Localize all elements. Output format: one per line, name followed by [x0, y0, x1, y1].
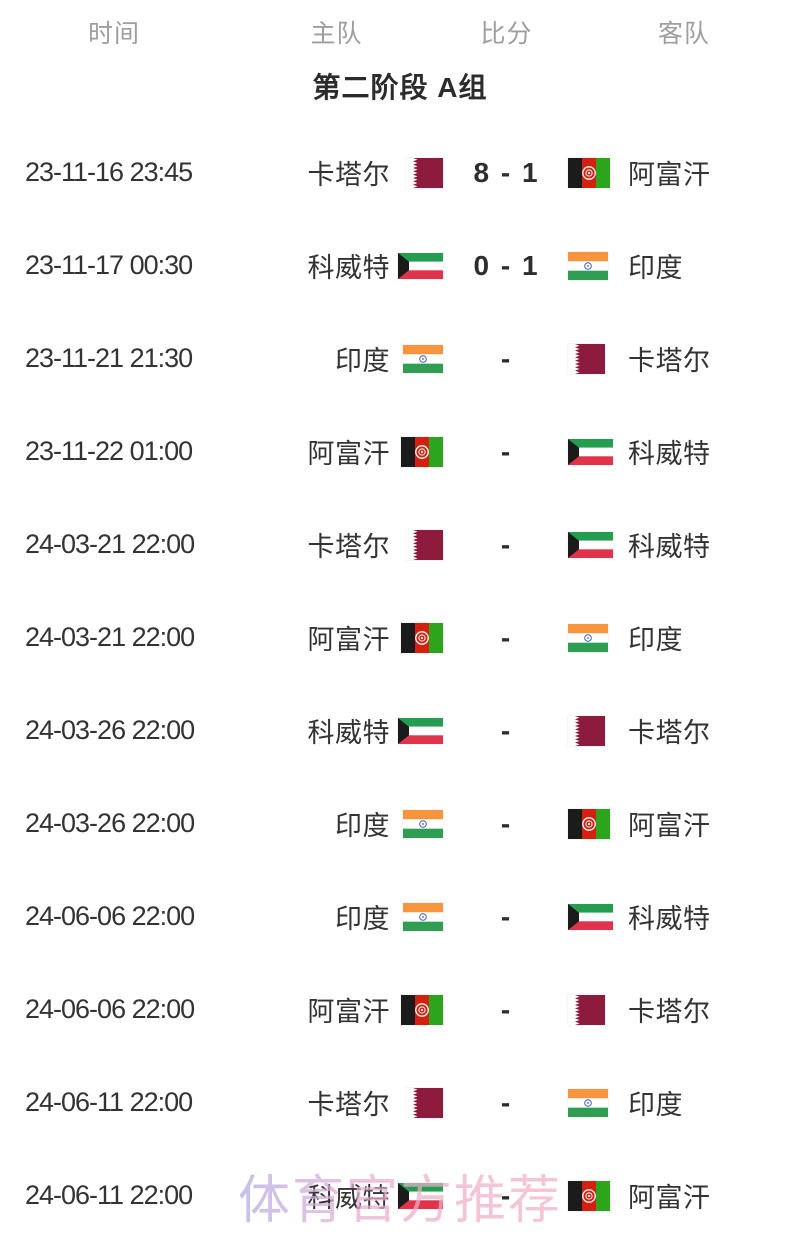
stage-group-title: 第二阶段 A组: [312, 72, 488, 103]
match-row[interactable]: 23-11-17 00:30 科威特 0 - 1 印度: [0, 219, 800, 312]
away-team-name: 科威特: [628, 439, 711, 469]
match-time: 24-06-06 22:00: [25, 901, 195, 931]
home-team-name: 科威特: [307, 1183, 390, 1213]
kuwait-flag-icon: [398, 252, 443, 279]
away-team-name: 阿富汗: [628, 160, 711, 190]
away-team-name: 科威特: [628, 532, 711, 562]
home-team-name: 卡塔尔: [307, 160, 390, 190]
match-row[interactable]: 24-03-21 22:00 卡塔尔 - 科威特: [0, 498, 800, 591]
afghanistan-flag-icon: [568, 1180, 610, 1211]
match-row[interactable]: 24-03-26 22:00 科威特 - 卡塔尔: [0, 684, 800, 777]
table-header: 时间 主队 比分 客队: [0, 0, 800, 58]
match-score: -: [500, 621, 513, 653]
match-list: 23-11-16 23:45 卡塔尔 8 - 1 阿富汗 23-11-17 00…: [0, 114, 800, 1242]
home-team-name: 印度: [335, 346, 390, 376]
home-team-name: 卡塔尔: [307, 1090, 390, 1120]
home-team-name: 卡塔尔: [307, 532, 390, 562]
match-score: -: [500, 435, 513, 467]
india-flag-icon: [403, 809, 443, 838]
match-score: -: [500, 528, 513, 560]
home-team-name: 阿富汗: [307, 439, 390, 469]
away-team-name: 科威特: [628, 904, 711, 934]
away-team-name: 阿富汗: [628, 811, 711, 841]
kuwait-flag-icon: [398, 717, 443, 744]
away-team-name: 卡塔尔: [628, 997, 711, 1027]
column-header-score: 比分: [480, 20, 533, 48]
column-header-home: 主队: [310, 20, 363, 48]
match-row[interactable]: 23-11-21 21:30 印度 - 卡塔尔: [0, 312, 800, 405]
match-score: -: [500, 1086, 513, 1118]
afghanistan-flag-icon: [568, 157, 610, 188]
match-time: 24-03-21 22:00: [25, 622, 195, 652]
qatar-flag-icon: [568, 715, 605, 746]
home-team-name: 阿富汗: [307, 625, 390, 655]
away-team-name: 卡塔尔: [628, 346, 711, 376]
match-time: 24-03-26 22:00: [25, 808, 195, 838]
afghanistan-flag-icon: [401, 436, 443, 467]
match-row[interactable]: 24-06-11 22:00 科威特 - 阿富汗: [0, 1149, 800, 1242]
qatar-flag-icon: [406, 529, 443, 560]
match-time: 23-11-17 00:30: [25, 250, 193, 280]
india-flag-icon: [568, 623, 608, 652]
away-team-name: 印度: [628, 1090, 683, 1120]
match-score: -: [500, 1179, 513, 1211]
match-time: 24-03-21 22:00: [25, 529, 195, 559]
away-team-name: 印度: [628, 253, 683, 283]
india-flag-icon: [568, 1088, 608, 1117]
home-team-name: 印度: [335, 811, 390, 841]
match-row[interactable]: 24-06-06 22:00 印度 - 科威特: [0, 870, 800, 963]
match-time: 24-06-11 22:00: [25, 1087, 193, 1117]
qatar-flag-icon: [406, 1087, 443, 1118]
kuwait-flag-icon: [568, 903, 613, 930]
match-row[interactable]: 24-03-21 22:00 阿富汗 - 印度: [0, 591, 800, 684]
india-flag-icon: [403, 344, 443, 373]
home-team-name: 科威特: [307, 718, 390, 748]
qatar-flag-icon: [568, 343, 605, 374]
kuwait-flag-icon: [568, 531, 613, 558]
match-score: -: [500, 993, 513, 1025]
afghanistan-flag-icon: [401, 994, 443, 1025]
india-flag-icon: [568, 251, 608, 280]
away-team-name: 印度: [628, 625, 683, 655]
match-row[interactable]: 23-11-16 23:45 卡塔尔 8 - 1 阿富汗: [0, 126, 800, 219]
match-score: -: [500, 807, 513, 839]
afghanistan-flag-icon: [401, 622, 443, 653]
kuwait-flag-icon: [568, 438, 613, 465]
match-score: 8 - 1: [473, 156, 540, 188]
home-team-name: 印度: [335, 904, 390, 934]
match-time: 24-06-11 22:00: [25, 1180, 193, 1210]
afghanistan-flag-icon: [568, 808, 610, 839]
home-team-name: 科威特: [307, 253, 390, 283]
home-team-name: 阿富汗: [307, 997, 390, 1027]
match-score: 0 - 1: [473, 249, 540, 281]
column-header-time: 时间: [87, 20, 140, 48]
match-time: 24-03-26 22:00: [25, 715, 195, 745]
match-time: 23-11-16 23:45: [25, 157, 193, 187]
match-row[interactable]: 24-03-26 22:00 印度 - 阿富汗: [0, 777, 800, 870]
match-score: -: [500, 714, 513, 746]
match-time: 24-06-06 22:00: [25, 994, 195, 1024]
qatar-flag-icon: [406, 157, 443, 188]
match-time: 23-11-22 01:00: [25, 436, 193, 466]
qatar-flag-icon: [568, 994, 605, 1025]
column-header-away: 客队: [657, 20, 710, 48]
match-row[interactable]: 24-06-11 22:00 卡塔尔 - 印度: [0, 1056, 800, 1149]
india-flag-icon: [403, 902, 443, 931]
kuwait-flag-icon: [398, 1182, 443, 1209]
match-score: -: [500, 900, 513, 932]
match-row[interactable]: 24-06-06 22:00 阿富汗 - 卡塔尔: [0, 963, 800, 1056]
away-team-name: 阿富汗: [628, 1183, 711, 1213]
away-team-name: 卡塔尔: [628, 718, 711, 748]
match-time: 23-11-21 21:30: [25, 343, 193, 373]
match-score: -: [500, 342, 513, 374]
match-row[interactable]: 23-11-22 01:00 阿富汗 - 科威特: [0, 405, 800, 498]
